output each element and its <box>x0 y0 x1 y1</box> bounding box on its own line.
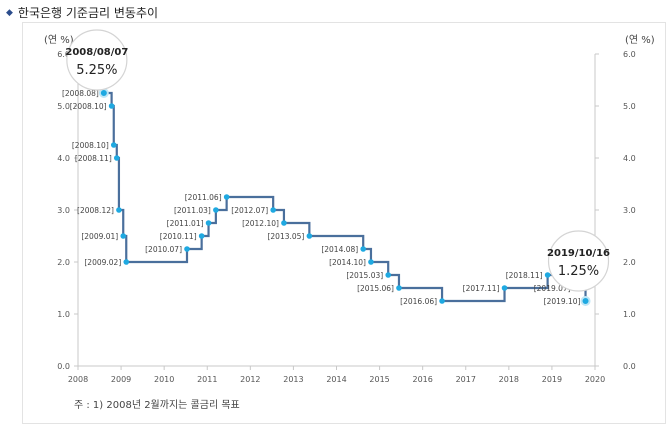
y-unit-right: (연 %) <box>625 34 655 46</box>
x-tick-label: 2015 <box>369 375 389 384</box>
data-point <box>213 207 219 213</box>
data-point-label: [2010.11] <box>160 232 197 241</box>
data-point-label: [2018.11] <box>506 271 543 280</box>
data-point <box>306 233 313 239</box>
data-point <box>205 220 212 226</box>
data-point-label: [2017.11] <box>463 284 500 293</box>
data-point <box>501 285 508 291</box>
data-point-label: [2019.10] <box>544 297 581 306</box>
chart-title-text: 한국은행 기준금리 변동추이 <box>17 6 159 20</box>
y-tick-label-right: 0.0 <box>623 362 636 371</box>
data-point-label: [2008.10] <box>70 102 107 111</box>
rate-step-line <box>103 91 590 303</box>
data-point <box>385 272 392 278</box>
data-point <box>544 272 551 278</box>
callout-date: 2008/08/07 <box>65 47 128 58</box>
y-tick-label-right: 3.0 <box>623 206 636 215</box>
diamond-bullet-icon: ◆ <box>6 7 13 18</box>
data-point-label: [2008.08] <box>62 89 99 98</box>
data-point <box>198 233 205 239</box>
data-point-label: [2015.03] <box>346 271 383 280</box>
data-point-label: [2008.11] <box>75 154 112 163</box>
point-labels: [2008.08] [2008.10] [2008.10] [2008.11] [200… <box>62 89 581 306</box>
y-tick-label-left: 1.0 <box>57 310 70 319</box>
y-tick-label-left: 0.0 <box>57 362 70 371</box>
y-tick-label-left: 2.0 <box>57 258 70 267</box>
data-point <box>223 194 230 200</box>
data-point <box>281 220 287 226</box>
data-point-label: [2008.10] <box>72 141 109 150</box>
data-point-label: [2011.01] <box>167 219 204 228</box>
y-tick-label-right: 2.0 <box>623 258 636 267</box>
data-point <box>116 207 122 213</box>
footnote: 주 : 1) 2008년 2월까지는 콜금리 목표 <box>74 400 240 411</box>
data-point-label: [2014.08] <box>321 245 358 254</box>
data-point <box>396 285 402 291</box>
y-unit-left: (연 %) <box>44 34 74 46</box>
data-point <box>120 233 127 239</box>
data-point-label: [2014.10] <box>329 258 366 267</box>
data-point-label: [2013.05] <box>267 232 304 241</box>
x-tick-label: 2016 <box>412 375 432 384</box>
y-tick-label-right: 5.0 <box>623 102 636 111</box>
x-tick-label: 2019 <box>542 375 562 384</box>
y-tick-label-right: 6.0 <box>623 50 636 59</box>
data-point-label: [2016.06] <box>400 297 437 306</box>
y-tick-label-left: 3.0 <box>57 206 70 215</box>
data-point <box>110 142 117 148</box>
data-point-label: [2011.06] <box>185 193 222 202</box>
x-tick-label: 2008 <box>68 375 88 384</box>
data-point-label: [2009.01] <box>81 232 118 241</box>
data-point-label: [2009.02] <box>84 258 121 267</box>
data-point-label: [2008.12] <box>77 206 114 215</box>
callout-bubble <box>66 29 128 91</box>
y-tick-label-right: 4.0 <box>623 154 636 163</box>
data-point <box>580 296 591 306</box>
callouts: 2008/08/07 5.25% 2019/10/16 1.25% <box>65 29 610 292</box>
data-point-label: [2012.10] <box>242 219 279 228</box>
chart-title: ◆ 한국은행 기준금리 변동추이 <box>6 4 158 21</box>
data-point <box>108 103 115 109</box>
x-tick-label: 2014 <box>326 375 346 384</box>
callout-bubble <box>547 230 610 292</box>
x-tick-label: 2012 <box>240 375 260 384</box>
rate-series <box>98 88 591 306</box>
x-tick-label: 2009 <box>111 375 131 384</box>
y-tick-label-left: 5.0 <box>57 102 70 111</box>
callout-value: 5.25% <box>76 63 117 78</box>
y-tick-label-right: 1.0 <box>623 310 636 319</box>
x-tick-label: 2017 <box>456 375 476 384</box>
data-point <box>113 155 120 161</box>
x-tick-label: 2013 <box>283 375 303 384</box>
y-tick-label-left: 4.0 <box>57 154 70 163</box>
x-tick-label: 2020 <box>585 375 605 384</box>
data-point-label: [2010.07] <box>145 245 182 254</box>
data-point <box>439 298 445 304</box>
chart-panel <box>22 22 666 424</box>
data-point <box>270 207 276 213</box>
x-tick-label: 2010 <box>154 375 174 384</box>
data-point-label: [2012.07] <box>231 206 268 215</box>
callout-date: 2019/10/16 <box>547 248 610 259</box>
data-point-label: [2015.06] <box>357 284 394 293</box>
chart-axes: 0.0 0.0 1.0 1.0 2.0 2.0 3.0 3.0 4.0 4.0 5.0 5.0 6.0 6… <box>44 34 655 384</box>
data-point-label: [2011.03] <box>174 206 211 215</box>
x-tick-label: 2018 <box>499 375 519 384</box>
data-point <box>184 246 190 252</box>
data-point <box>123 259 130 265</box>
x-tick-label: 2011 <box>197 375 217 384</box>
data-point-label: [2019.07] <box>534 284 571 293</box>
y-tick-label-left: 6.0 <box>57 50 70 59</box>
data-point <box>368 259 374 265</box>
callout-value: 1.25% <box>558 264 599 279</box>
data-point <box>360 246 367 252</box>
